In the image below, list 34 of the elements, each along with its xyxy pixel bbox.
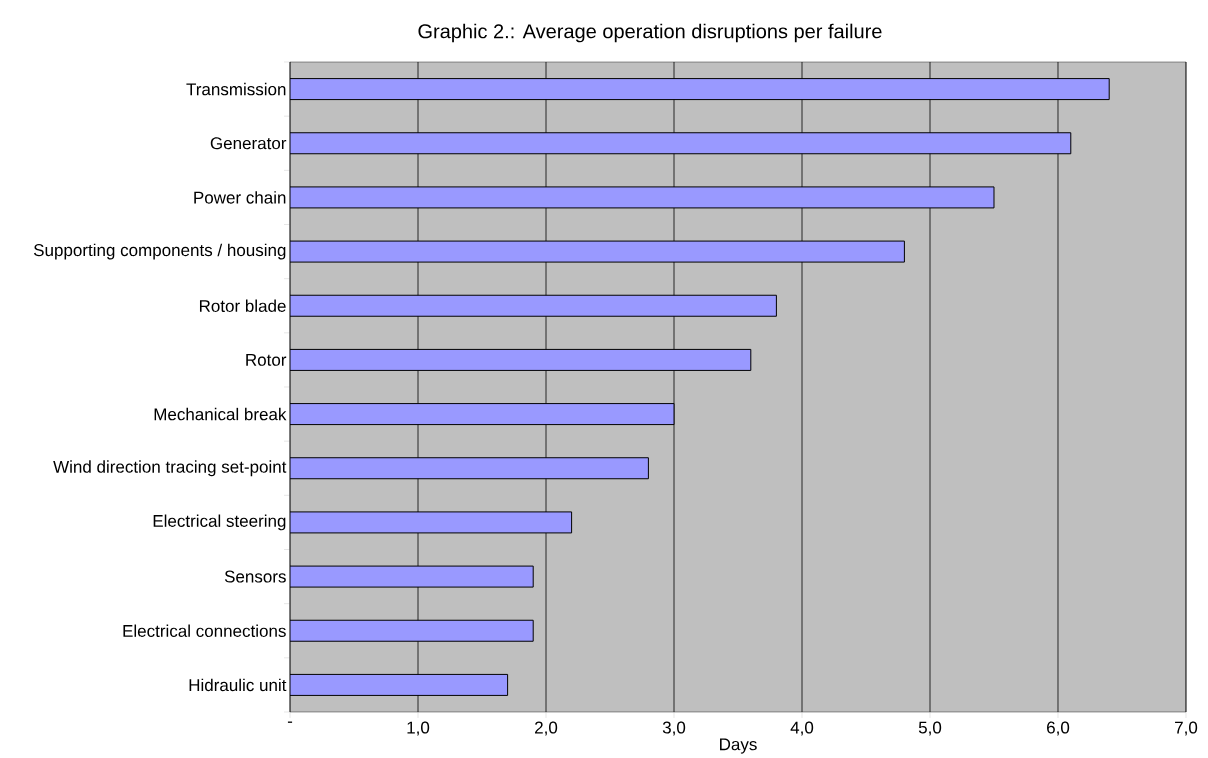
bar	[290, 565, 534, 588]
y-tick-label: Generator	[210, 137, 287, 150]
x-tick-label: 7,0	[1175, 721, 1198, 736]
bar	[290, 78, 1110, 101]
x-tick-label: 6,0	[1047, 721, 1070, 736]
y-tick-label: Rotor	[246, 353, 287, 366]
y-tick-label: Hidraulic unit	[189, 678, 287, 692]
x-axis-title: Days	[720, 738, 757, 754]
bar	[290, 294, 777, 317]
x-tick-label: 4,0	[790, 721, 814, 736]
y-tick-label: Wind direction tracing set-point	[53, 460, 287, 477]
bar	[290, 132, 1072, 155]
y-tick-label: Supporting components / housing	[33, 243, 286, 260]
x-tick-label: 5,0	[918, 721, 942, 736]
bar	[290, 673, 509, 696]
bar	[290, 186, 995, 209]
y-tick-label: Mechanical break	[154, 407, 287, 421]
y-tick-label: Sensors	[224, 570, 286, 583]
x-tick-label: 1,0	[407, 721, 430, 736]
y-tick-label: Power chain	[194, 191, 286, 204]
y-tick-label: Electrical steering	[153, 514, 286, 531]
x-tick-label: -	[287, 721, 293, 723]
bar	[290, 348, 752, 371]
bar	[290, 511, 573, 534]
x-tick-label: 3,0	[662, 721, 686, 736]
bar	[290, 240, 905, 263]
bar	[290, 457, 649, 480]
bar	[290, 403, 675, 426]
y-tick-label: Electrical connections	[123, 624, 286, 637]
chart-title: Graphic 2.: Average operation disruptions per failure	[418, 23, 882, 43]
y-tick-label: Transmission	[186, 82, 286, 96]
x-tick-label: 2,0	[535, 721, 558, 736]
bar	[290, 619, 534, 642]
y-tick-label: Rotor blade	[199, 299, 286, 312]
